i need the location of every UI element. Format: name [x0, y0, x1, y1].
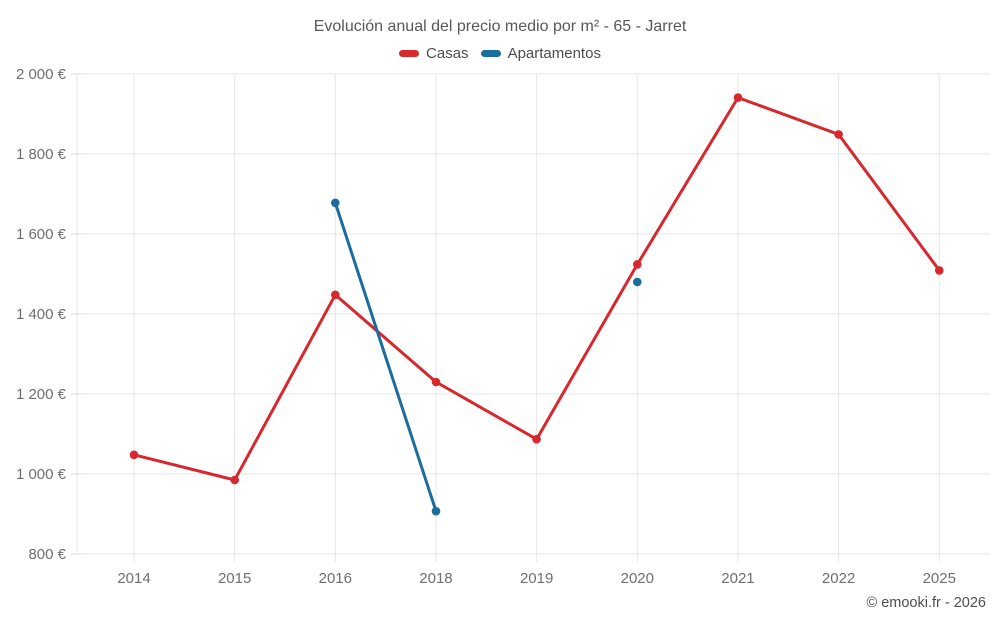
data-point-apartamentos-2016[interactable] — [331, 198, 340, 208]
legend-label-casas: Casas — [426, 45, 469, 62]
legend-label-apartamentos: Apartamentos — [507, 45, 601, 62]
data-point-casas-2025[interactable] — [935, 266, 944, 275]
x-tick-label-2025: 2025 — [923, 570, 956, 587]
x-tick-label-2015: 2015 — [218, 570, 251, 587]
data-point-apartamentos-2020[interactable] — [633, 277, 642, 287]
x-tick-label-2018: 2018 — [419, 570, 452, 587]
chart-legend: Casas Apartamentos — [0, 45, 1000, 62]
legend-item-casas[interactable]: Casas — [399, 45, 469, 62]
legend-swatch-apartamentos-icon — [480, 50, 501, 57]
chart-title: Evolución anual del precio medio por m² … — [313, 18, 687, 35]
data-point-casas-2022[interactable] — [834, 130, 843, 139]
y-tick-label: 1 000 € — [16, 466, 67, 483]
y-tick-label: 2 000 € — [16, 66, 67, 83]
data-point-casas-2016[interactable] — [331, 290, 340, 300]
y-tick-label: 1 200 € — [16, 386, 67, 403]
data-point-casas-2019[interactable] — [532, 434, 541, 444]
legend-item-apartamentos[interactable]: Apartamentos — [480, 45, 601, 62]
series-line-apartamentos — [335, 203, 637, 511]
x-tick-label-2014: 2014 — [117, 570, 150, 587]
x-tick-label-2022: 2022 — [822, 570, 855, 587]
data-point-casas-2018[interactable] — [431, 377, 441, 387]
data-point-apartamentos-2018[interactable] — [431, 506, 441, 516]
data-point-casas-2020[interactable] — [633, 260, 642, 269]
data-point-casas-2021[interactable] — [733, 93, 743, 102]
legend-swatch-casas-icon — [399, 50, 420, 57]
x-tick-label-2019: 2019 — [520, 570, 553, 587]
x-tick-label-2021: 2021 — [721, 570, 754, 587]
y-tick-label: 800 € — [28, 546, 66, 563]
x-tick-label-2020: 2020 — [621, 570, 654, 587]
y-tick-label: 1 800 € — [16, 146, 67, 163]
y-tick-label: 1 400 € — [16, 306, 67, 323]
data-point-casas-2014[interactable] — [129, 450, 139, 460]
data-point-casas-2015[interactable] — [230, 475, 239, 485]
y-tick-label: 1 600 € — [16, 226, 67, 243]
chart-footer-credit: © emooki.fr - 2026 — [866, 595, 986, 611]
x-tick-label-2016: 2016 — [319, 570, 352, 587]
